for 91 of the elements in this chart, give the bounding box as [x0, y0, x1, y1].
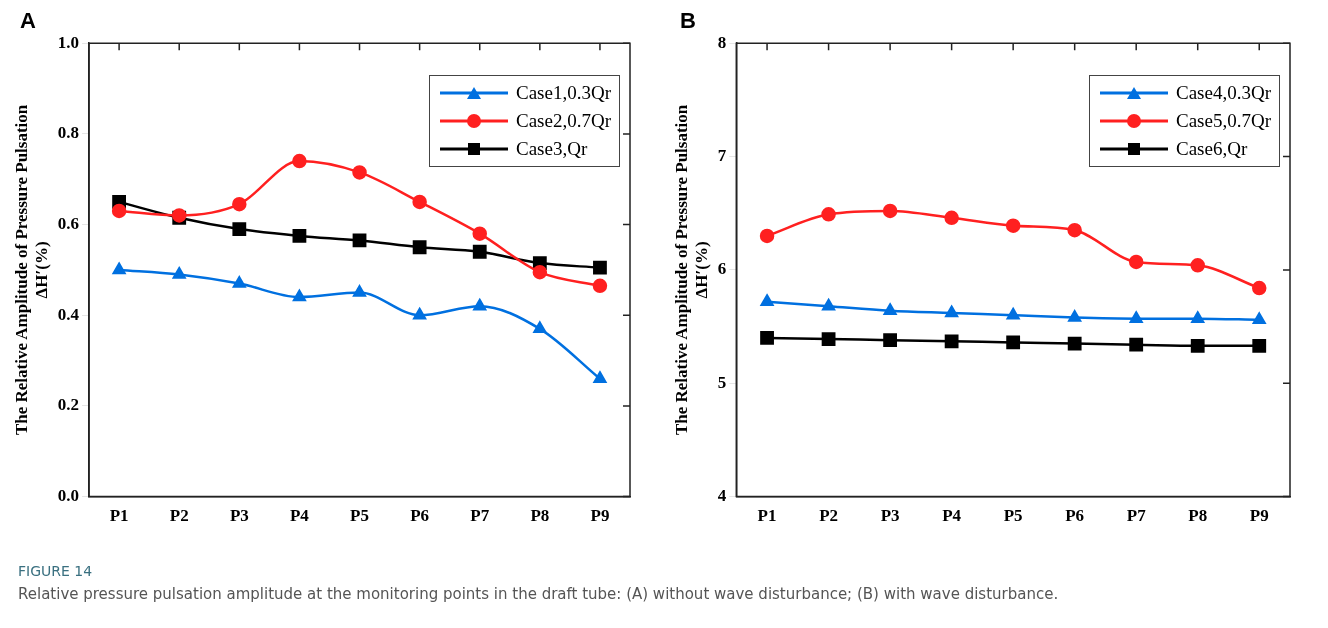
point	[821, 207, 836, 222]
legend-label: Case6,Qr	[1176, 138, 1248, 160]
point	[822, 298, 836, 311]
legend-label: Case3,Qr	[516, 138, 588, 160]
legend-label: Case1,0.3Qr	[516, 82, 611, 104]
point	[1067, 336, 1082, 351]
point	[760, 294, 774, 306]
x-tick-label: P3	[880, 506, 900, 526]
point	[821, 332, 836, 346]
point	[532, 264, 548, 280]
x-tick-label: P9	[590, 506, 610, 526]
x-tick-label: P7	[1126, 506, 1147, 526]
point	[352, 165, 367, 180]
x-tick-label: P2	[819, 506, 839, 526]
y-tick-label: 0.2	[57, 395, 80, 415]
point	[292, 289, 306, 302]
point	[945, 305, 959, 318]
y-axis-title: The Relative Amplitude of Pressure Pulsation ΔH′(%)	[671, 104, 711, 436]
point	[1068, 310, 1082, 322]
point	[944, 210, 959, 226]
point	[1129, 337, 1144, 352]
point	[1006, 307, 1020, 320]
point	[1067, 222, 1082, 238]
legend-label: Case2,0.7Qr	[516, 110, 611, 132]
point	[759, 228, 775, 244]
point	[112, 262, 126, 275]
point	[1006, 335, 1021, 350]
text: B	[680, 8, 696, 34]
x-tick-label: P5	[350, 506, 369, 526]
point	[292, 153, 307, 169]
y-tick-label: 5	[717, 372, 727, 392]
point	[292, 228, 307, 243]
x-tick-label: P9	[1249, 506, 1269, 526]
x-tick-label: P8	[530, 506, 550, 526]
y-tick-label: 0.4	[57, 304, 80, 324]
x-tick-label: P1	[109, 506, 129, 526]
y-tick-label: 7	[717, 145, 727, 165]
text: A	[20, 8, 36, 34]
y-tick-label: 6	[717, 259, 727, 279]
x-tick-label: P4	[289, 506, 310, 526]
caption: FIGURE 14	[18, 563, 94, 579]
point	[172, 267, 186, 279]
point	[1251, 280, 1267, 296]
point	[412, 240, 427, 255]
legend-label: Case5,0.7Qr	[1176, 110, 1271, 132]
y-tick-label: 0.6	[57, 213, 80, 233]
point	[232, 196, 247, 212]
point	[472, 226, 487, 241]
point	[944, 334, 959, 349]
point	[533, 321, 547, 334]
x-tick-label: P7	[470, 506, 490, 526]
point	[1190, 338, 1205, 353]
point	[412, 194, 427, 210]
y-tick-label: 8	[717, 32, 727, 52]
x-tick-label: P6	[1065, 506, 1085, 526]
x-tick-label: P4	[942, 506, 962, 526]
legend-label: Case4,0.3Qr	[1176, 82, 1271, 104]
point	[352, 233, 367, 248]
point	[232, 222, 247, 236]
y-tick-label: 1.0	[57, 32, 80, 52]
x-tick-label: P6	[410, 506, 430, 526]
point	[1190, 258, 1205, 273]
x-tick-label: P8	[1188, 506, 1208, 526]
y-tick-label: 0.8	[57, 123, 80, 143]
point	[1129, 311, 1143, 323]
text: Relative pressure pulsation amplitude at the monitoring points in the draft tube: (A) without wave disturbance; (B) with wave disturbance.	[18, 585, 1059, 603]
point	[592, 278, 608, 294]
x-tick-label: P2	[169, 506, 189, 526]
point	[1252, 312, 1266, 325]
y-tick-label: 4	[717, 485, 727, 505]
point	[111, 203, 127, 219]
point	[593, 371, 607, 383]
point	[1005, 218, 1021, 233]
y-tick-label: 0.0	[57, 485, 80, 505]
y-axis-title: The Relative Amplitude of Pressure Pulsation ΔH′(%)	[11, 104, 51, 436]
point	[413, 307, 427, 320]
x-tick-label: P5	[1003, 506, 1023, 526]
point	[1252, 338, 1267, 353]
point	[232, 276, 246, 288]
x-tick-label: P3	[229, 506, 249, 526]
x-tick-label: P1	[757, 506, 777, 526]
point	[760, 331, 774, 345]
point	[353, 285, 366, 297]
point	[1191, 311, 1205, 323]
point	[883, 303, 897, 315]
point	[1128, 254, 1144, 270]
point	[472, 244, 487, 259]
point	[883, 333, 898, 348]
point	[593, 260, 607, 275]
point	[473, 298, 487, 311]
point	[882, 203, 898, 219]
